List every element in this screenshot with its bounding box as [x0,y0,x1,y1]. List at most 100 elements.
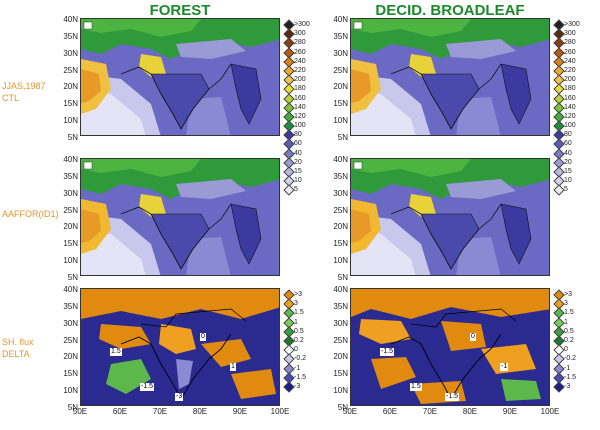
legend-label: 200 [564,76,576,84]
y-tick-label: 20N [333,82,348,92]
legend-entry: 80 [283,129,318,141]
legend-entry: >300 [283,19,318,31]
legend-entry: 60 [283,138,318,151]
legend-entry: 100 [283,120,318,132]
map-svg [81,19,279,135]
x-tick-label: 70E [152,407,168,416]
legend-entry: -3 [553,381,588,393]
legend-entry: 100 [553,120,588,132]
y-tick-label: 35N [63,301,78,311]
legend-label: 0.2 [564,336,574,344]
legend-label: 200 [294,76,306,84]
map-panel-forest-ctl [80,18,280,136]
legend-entry: 300 [553,28,588,40]
y-tick-label: 30N [63,188,78,198]
x-tick-label: 90E [232,407,248,416]
y-tick-label: 20N [63,222,78,232]
legend-entry: 240 [553,56,588,68]
legend-label: 180 [564,85,576,93]
x-tick-label: 60E [382,407,398,416]
legend-label: 1 [564,318,568,326]
legend-entry: 60 [553,138,588,151]
legend-entry: 120 [553,111,588,123]
legend-entry: 1.5 [283,307,318,320]
map-svg [81,289,279,405]
legend-label: 15 [564,168,572,175]
legend-entry: 15 [283,166,318,178]
legend-entry: 5 [553,184,588,197]
legend-entry: 160 [283,92,318,105]
x-tick-label: 60E [112,407,128,416]
legend-entry: -1 [553,362,588,375]
y-tick-label: 35N [63,171,78,181]
y-tick-label: 40N [333,285,348,294]
legend-label: >300 [564,21,580,28]
map-svg [351,19,549,135]
legend-label: 80 [564,131,572,139]
y-tick-label: 35N [333,171,348,181]
y-tick-label: 20N [333,352,348,362]
row-label-aaffor: AAFFOR(ID1) [2,208,59,220]
legend-label: 20 [564,158,572,166]
legend-entry: 280 [553,37,588,50]
y-tick-label: 15N [333,99,348,109]
x-tick-label: 100E [270,407,290,416]
legend-label: 220 [294,66,306,74]
legend-entry: 10 [553,175,588,187]
legend-label: 0.5 [294,327,304,335]
legend-label: 10 [294,177,302,185]
x-tick-label: 80E [462,407,478,416]
x-tick-label: 70E [422,407,438,416]
legend-label: 3 [564,300,568,308]
legend-entry: 200 [283,74,318,86]
legend-entry: 220 [553,65,588,77]
legend-label: 60 [564,140,572,148]
legend-label: -3 [294,382,301,390]
legend-label: 0 [564,346,568,354]
map-panel-decid-broadleaf-delta [350,288,550,406]
y-tick-label: 40N [63,155,78,164]
row-label-line: CTL [2,93,20,103]
legend-entry: 260 [283,46,318,59]
legend-label: 300 [294,30,306,38]
legend-entry: 0.2 [553,335,588,347]
x-tick-label: 80E [192,407,208,416]
legend-entry: 0 [283,344,318,356]
contour-label: 0 [200,333,206,341]
legend-entry: 120 [283,111,318,123]
legend-entry: -1.5 [553,372,588,384]
legend-label: 280 [294,39,306,47]
legend-label: 0.2 [294,336,304,344]
legend-label: 260 [564,48,576,56]
legend-entry: 240 [283,56,318,68]
y-tick-label: 15N [63,99,78,109]
legend-entry: >3 [283,289,318,301]
legend-label: 280 [564,39,576,47]
legend-entry: 20 [283,157,318,169]
map-svg [351,159,549,275]
y-tick-label: 30N [333,188,348,198]
legend-entry: 5 [283,184,318,197]
legend-entry: 280 [283,37,318,50]
y-tick-label: 15N [63,239,78,249]
legend-label: 140 [564,103,576,111]
legend-entry: >3 [553,289,588,301]
y-tick-label: 10N [63,256,78,266]
y-tick-label: 20N [63,352,78,362]
x-tick-label: 50E [342,407,358,416]
y-tick-label: 30N [333,318,348,328]
legend-entry: 80 [553,129,588,141]
legend-label: 5 [564,186,568,194]
legend-label: 40 [564,149,572,157]
legend-entry: 140 [283,102,318,114]
legend-label: 120 [294,112,306,120]
legend-entry: -3 [283,381,318,393]
legend-label: 180 [294,85,306,93]
contour-label: -1 [500,363,509,371]
y-tick-label: 35N [63,31,78,41]
row-label-line: AAFFOR(ID1) [2,209,59,219]
legend-entry: 0 [553,344,588,356]
row-label-line: SH. flux [2,337,34,347]
legend-label: 140 [294,103,306,111]
legend-entry: 140 [553,102,588,114]
